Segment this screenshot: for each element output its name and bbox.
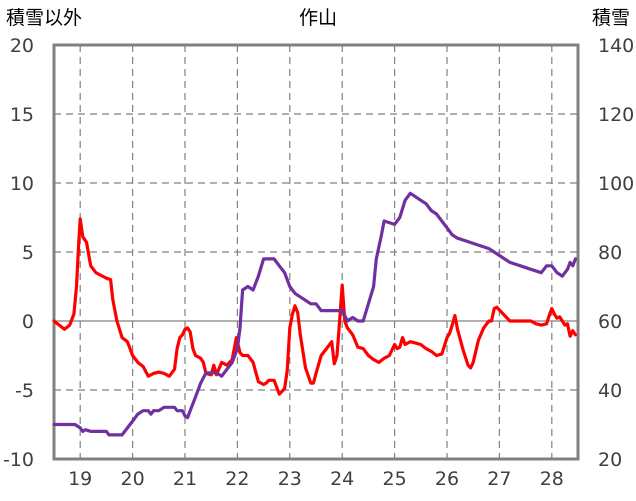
chart-title: 作山 [299,7,337,29]
left-tick-label-2: 0 [22,311,34,333]
left-tick-label-0: -10 [3,449,34,471]
x-tick-label-6: 25 [383,468,407,490]
right-tick-label-4: 100 [598,173,634,195]
x-tick-label-1: 20 [121,468,145,490]
x-tick-label-3: 22 [225,468,249,490]
x-tick-label-2: 21 [173,468,197,490]
grid-lines [54,45,578,459]
x-tick-label-7: 26 [435,468,459,490]
snow-depth-line [52,191,578,437]
plot-border [52,43,580,461]
x-tick-label-9: 28 [540,468,564,490]
left-tick-label-1: -5 [15,380,34,402]
right-tick-label-1: 40 [598,380,622,402]
x-tick-label-5: 24 [330,468,354,490]
right-tick-label-2: 60 [598,311,622,333]
left-tick-label-5: 15 [10,104,34,126]
right-tick-labels: 20 40 60 80 100 120 140 [598,35,634,471]
left-tick-label-3: 5 [22,242,34,264]
left-tick-label-6: 20 [10,35,34,57]
left-tick-label-4: 10 [10,173,34,195]
x-tick-labels: 19 20 21 22 23 24 25 26 27 28 [68,468,564,490]
plot-frame [52,43,580,461]
x-tick-label-4: 23 [278,468,302,490]
right-tick-label-3: 80 [598,242,622,264]
right-axis-title: 積雪 [592,7,630,29]
left-axis-title: 積雪以外 [6,7,82,29]
right-tick-label-5: 120 [598,104,634,126]
data-series [52,191,578,437]
right-tick-label-6: 140 [598,35,634,57]
other-value-line [52,217,578,396]
right-tick-label-0: 20 [598,449,622,471]
x-tick-label-8: 27 [487,468,511,490]
x-tick-label-0: 19 [68,468,92,490]
left-tick-labels: -10 -5 0 5 10 15 20 [3,35,34,471]
